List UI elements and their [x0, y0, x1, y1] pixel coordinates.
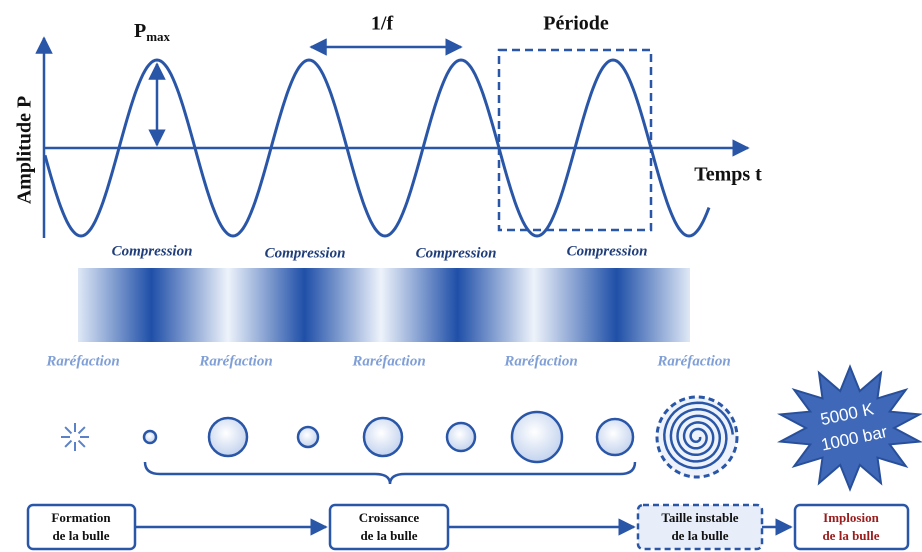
- hot-spot: [776, 364, 922, 492]
- stage-label: de la bulle: [52, 528, 109, 543]
- stage-box: [636, 503, 764, 551]
- bubble: [362, 416, 404, 458]
- nucleation-spark: [61, 423, 89, 451]
- bubble: [510, 410, 564, 464]
- compression-label: Compression: [265, 245, 346, 261]
- bubble: [595, 417, 635, 457]
- period-label: Période: [543, 13, 609, 35]
- pmax-base: P: [134, 20, 146, 42]
- rarefaction-label: Raréfaction: [198, 353, 272, 369]
- brace: [143, 461, 637, 485]
- stage-label: de la bulle: [671, 528, 728, 543]
- stage-box: [26, 503, 137, 551]
- stage-label: Taille instable: [661, 510, 738, 525]
- y-axis-label: Amplitude P: [14, 96, 36, 204]
- compression-label: Compression: [416, 245, 497, 261]
- pressure-band: [78, 268, 690, 342]
- bubble: [296, 425, 320, 449]
- stage-label: Formation: [51, 510, 111, 525]
- period-box: [497, 48, 653, 232]
- bubbles: [142, 410, 635, 464]
- x-axis-label: Temps t: [694, 164, 762, 186]
- stage-label: Croissance: [359, 510, 420, 525]
- bubble: [445, 421, 477, 453]
- stage-label: de la bulle: [822, 528, 879, 543]
- stage-box: [793, 503, 910, 551]
- spark-ray: [64, 439, 73, 448]
- frequency-label: 1/f: [371, 13, 394, 35]
- compression-label: Compression: [112, 243, 193, 259]
- spiral: [663, 401, 735, 470]
- rarefaction-label: Raréfaction: [656, 353, 730, 369]
- stage-box: [328, 503, 450, 551]
- pmax-label: Pmax: [134, 20, 171, 44]
- bubble: [142, 429, 158, 445]
- compression-label: Compression: [567, 243, 648, 259]
- spark-ray: [64, 426, 73, 435]
- bubble: [207, 416, 249, 458]
- spark-ray: [77, 426, 86, 435]
- rarefaction-label: Raréfaction: [45, 353, 119, 369]
- stage-label: de la bulle: [360, 528, 417, 543]
- rarefaction-label: Raréfaction: [351, 353, 425, 369]
- sine-wave: [43, 58, 711, 238]
- pmax-sub: max: [146, 29, 170, 44]
- stage-label: Implosion: [823, 510, 879, 525]
- rarefaction-label: Raréfaction: [503, 353, 577, 369]
- spark-ray: [77, 439, 86, 448]
